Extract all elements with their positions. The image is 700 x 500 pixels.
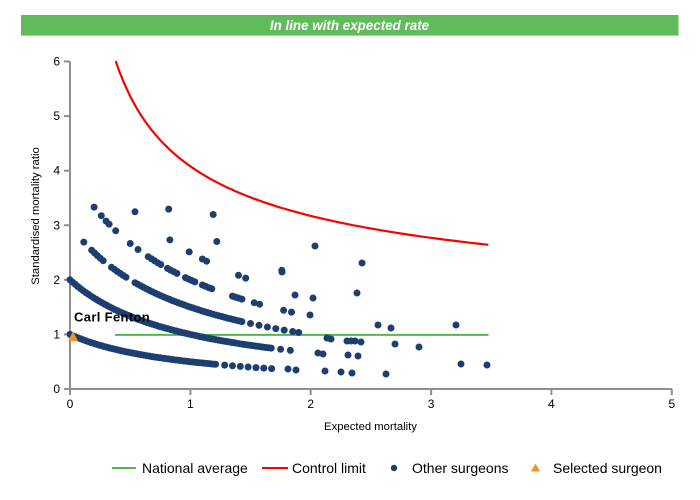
svg-text:1: 1 — [53, 327, 60, 341]
svg-text:0: 0 — [67, 397, 74, 411]
svg-text:3: 3 — [428, 397, 435, 411]
svg-text:National average: National average — [142, 460, 248, 476]
svg-text:5: 5 — [668, 397, 675, 411]
svg-text:4: 4 — [548, 397, 555, 411]
svg-text:In line with expected rate: In line with expected rate — [270, 18, 430, 33]
svg-text:5: 5 — [53, 109, 60, 123]
svg-text:Expected mortality: Expected mortality — [324, 421, 417, 433]
svg-text:6: 6 — [53, 55, 60, 69]
svg-text:Carl Fenton: Carl Fenton — [74, 310, 150, 325]
svg-text:1: 1 — [187, 397, 194, 411]
svg-text:Standardised mortality ratio: Standardised mortality ratio — [30, 147, 42, 285]
svg-text:Control limit: Control limit — [292, 460, 366, 476]
svg-text:Other surgeons: Other surgeons — [412, 460, 509, 476]
svg-text:2: 2 — [53, 273, 60, 287]
svg-text:0: 0 — [53, 382, 60, 396]
svg-text:Selected surgeon: Selected surgeon — [553, 460, 662, 476]
svg-text:4: 4 — [53, 164, 60, 178]
svg-text:3: 3 — [53, 218, 60, 232]
svg-text:2: 2 — [307, 397, 314, 411]
